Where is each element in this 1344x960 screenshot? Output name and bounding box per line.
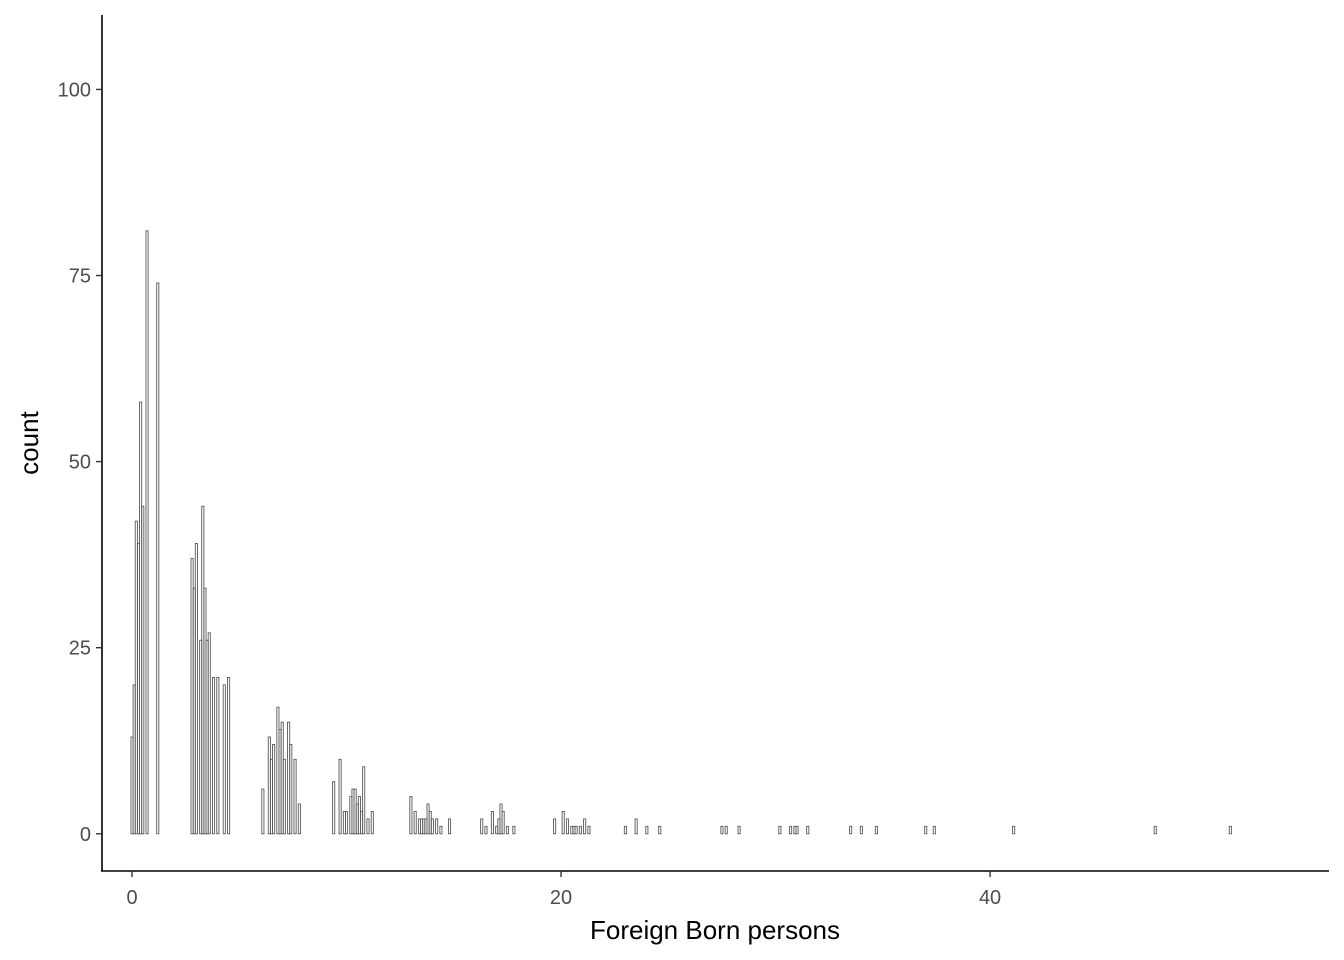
histogram-bar <box>512 825 516 835</box>
histogram-bar <box>874 825 878 835</box>
histogram-bar <box>282 758 286 835</box>
histogram-bar <box>227 677 231 835</box>
histogram-bar <box>293 758 297 835</box>
histogram-bar <box>849 825 853 835</box>
histogram-bar <box>789 825 793 835</box>
histogram-bar <box>409 796 413 835</box>
histogram-bar <box>505 825 509 835</box>
histogram-bar <box>501 811 505 835</box>
y-tick-label: 100 <box>58 79 91 101</box>
histogram-bar <box>439 825 443 835</box>
x-axis-ticks: 0 20 40 <box>126 871 1001 909</box>
histogram-bar <box>587 825 591 835</box>
histogram-bar <box>207 632 211 835</box>
x-tick-label: 40 <box>979 887 1001 909</box>
histogram-bar <box>1153 825 1157 835</box>
histogram-bar <box>932 825 936 835</box>
x-tick-label: 20 <box>550 887 572 909</box>
histogram-bar <box>484 825 488 835</box>
bars-group <box>130 230 1232 835</box>
histogram-bar <box>924 825 928 835</box>
y-axis-title: count <box>14 410 44 474</box>
histogram-bar <box>480 818 484 835</box>
histogram-bar <box>345 811 349 835</box>
histogram-bar <box>1012 825 1016 835</box>
histogram-bar <box>222 684 226 835</box>
histogram-bar <box>583 818 587 835</box>
histogram-bar <box>435 818 439 835</box>
histogram-bar <box>658 825 662 835</box>
y-tick-label: 75 <box>69 266 91 288</box>
histogram-bar <box>212 677 216 835</box>
histogram-bar <box>806 825 810 835</box>
x-tick-label: 0 <box>126 887 137 909</box>
histogram-bar <box>332 781 336 835</box>
histogram-bar <box>645 825 649 835</box>
histogram-bar <box>362 766 366 835</box>
histogram-bar <box>370 811 374 835</box>
y-tick-label: 50 <box>69 452 91 474</box>
histogram-bar <box>1228 825 1232 835</box>
histogram-bar <box>553 818 557 835</box>
histogram-bar <box>724 825 728 835</box>
histogram-bar <box>561 811 565 835</box>
histogram-bar <box>720 825 724 835</box>
histogram-bar <box>737 825 741 835</box>
histogram-bar <box>430 818 434 835</box>
histogram-bar <box>216 677 220 835</box>
histogram-bar <box>634 818 638 835</box>
histogram-bar <box>778 825 782 835</box>
histogram-bar <box>413 811 417 835</box>
y-axis-ticks: 0 25 50 75 100 <box>58 79 102 846</box>
histogram-bar <box>289 744 293 835</box>
histogram-bar <box>366 818 370 835</box>
histogram-bar <box>261 788 265 835</box>
histogram-bar <box>795 825 799 835</box>
histogram-bar <box>578 825 582 835</box>
histogram-bar <box>156 282 160 835</box>
histogram-bar <box>141 505 145 835</box>
histogram-bar <box>272 744 276 835</box>
histogram-bar <box>194 543 198 835</box>
histogram-bar <box>565 818 570 835</box>
x-axis-title: Foreign Born persons <box>590 915 840 945</box>
histogram-bar <box>574 825 578 835</box>
y-tick-label: 25 <box>69 638 91 660</box>
histogram-bar <box>338 758 342 835</box>
histogram-bar <box>859 825 863 835</box>
histogram-bar <box>145 230 149 835</box>
histogram-bar <box>490 811 494 835</box>
histogram-bar <box>623 825 627 835</box>
y-tick-label: 0 <box>80 824 91 846</box>
histogram-bar <box>297 803 301 835</box>
histogram-bar <box>447 818 452 835</box>
